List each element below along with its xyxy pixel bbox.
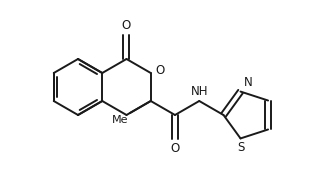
Text: O: O: [122, 19, 131, 32]
Text: N: N: [244, 76, 252, 89]
Text: Me: Me: [112, 115, 128, 125]
Text: S: S: [237, 141, 244, 155]
Text: NH: NH: [191, 85, 208, 98]
Text: O: O: [156, 64, 165, 78]
Text: O: O: [171, 142, 180, 155]
